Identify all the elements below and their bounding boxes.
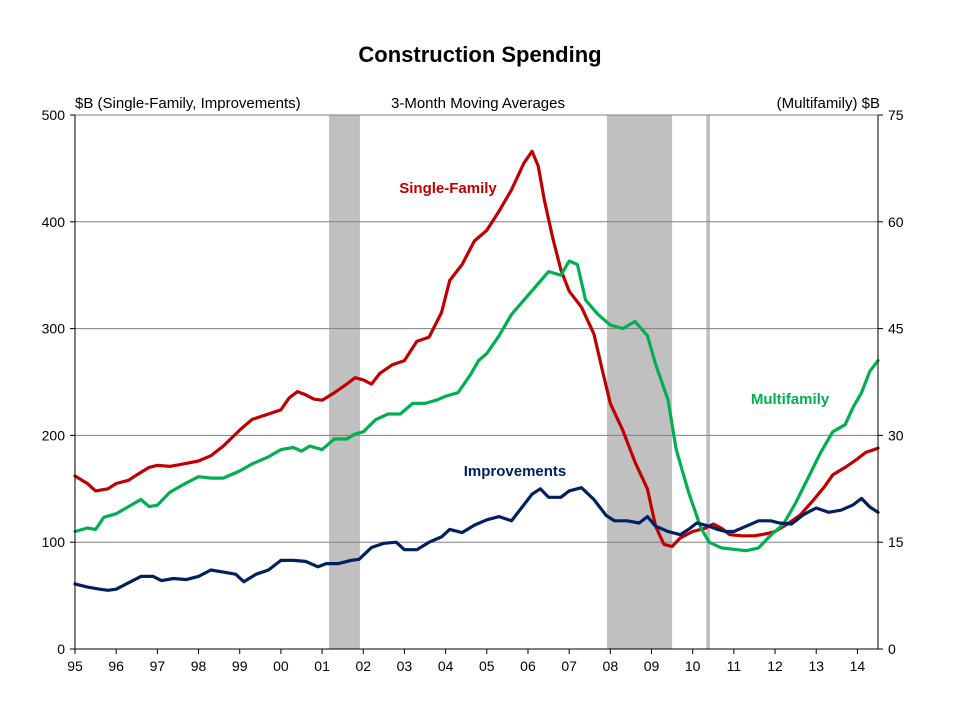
right-axis-label: (Multifamily) $B	[777, 95, 880, 112]
x-tick-label-99: 99	[232, 658, 248, 674]
x-tick-label-12: 12	[767, 658, 783, 674]
left-tick-label-500: 500	[42, 107, 66, 123]
right-tick-label-0: 0	[888, 641, 896, 657]
x-tick-label-96: 96	[108, 658, 124, 674]
improvements-series-label: Improvements	[464, 463, 567, 480]
right-tick-label-75: 75	[888, 107, 904, 123]
x-tick-label-08: 08	[603, 658, 619, 674]
single-family-series-line	[73, 149, 880, 549]
x-tick-label-02: 02	[355, 658, 371, 674]
x-tick-label-06: 06	[520, 658, 536, 674]
x-tick-label-13: 13	[808, 658, 824, 674]
x-tick-label-04: 04	[438, 658, 454, 674]
left-tick-label-100: 100	[42, 534, 66, 550]
left-axis-label: $B (Single-Family, Improvements)	[75, 95, 301, 112]
x-tick-label-95: 95	[67, 658, 83, 674]
x-tick-label-14: 14	[850, 658, 866, 674]
x-tick-label-07: 07	[561, 658, 577, 674]
recession-band-1	[329, 115, 360, 649]
chart-subtitle: 3-Month Moving Averages	[391, 95, 565, 112]
right-tick-label-60: 60	[888, 214, 904, 230]
x-tick-label-03: 03	[397, 658, 413, 674]
x-tick-label-01: 01	[314, 658, 330, 674]
left-tick-label-200: 200	[42, 427, 66, 443]
multifamily-series-label: Multifamily	[751, 391, 830, 408]
left-tick-label-0: 0	[57, 641, 65, 657]
right-tick-label-30: 30	[888, 427, 904, 443]
x-tick-label-05: 05	[479, 658, 495, 674]
recession-band-3	[706, 115, 710, 649]
single-family-series-label: Single-Family	[399, 180, 497, 197]
right-tick-label-45: 45	[888, 321, 904, 337]
x-tick-label-00: 00	[273, 658, 289, 674]
chart-title: Construction Spending	[358, 42, 601, 67]
x-tick-label-09: 09	[644, 658, 660, 674]
x-tick-label-97: 97	[150, 658, 166, 674]
x-tick-label-98: 98	[191, 658, 207, 674]
x-tick-label-11: 11	[727, 658, 742, 674]
improvements-series-line	[73, 486, 880, 592]
left-tick-label-400: 400	[42, 214, 66, 230]
right-tick-label-15: 15	[888, 534, 904, 550]
left-tick-label-300: 300	[42, 321, 66, 337]
x-tick-label-10: 10	[685, 658, 701, 674]
multifamily-series-line	[73, 259, 880, 553]
